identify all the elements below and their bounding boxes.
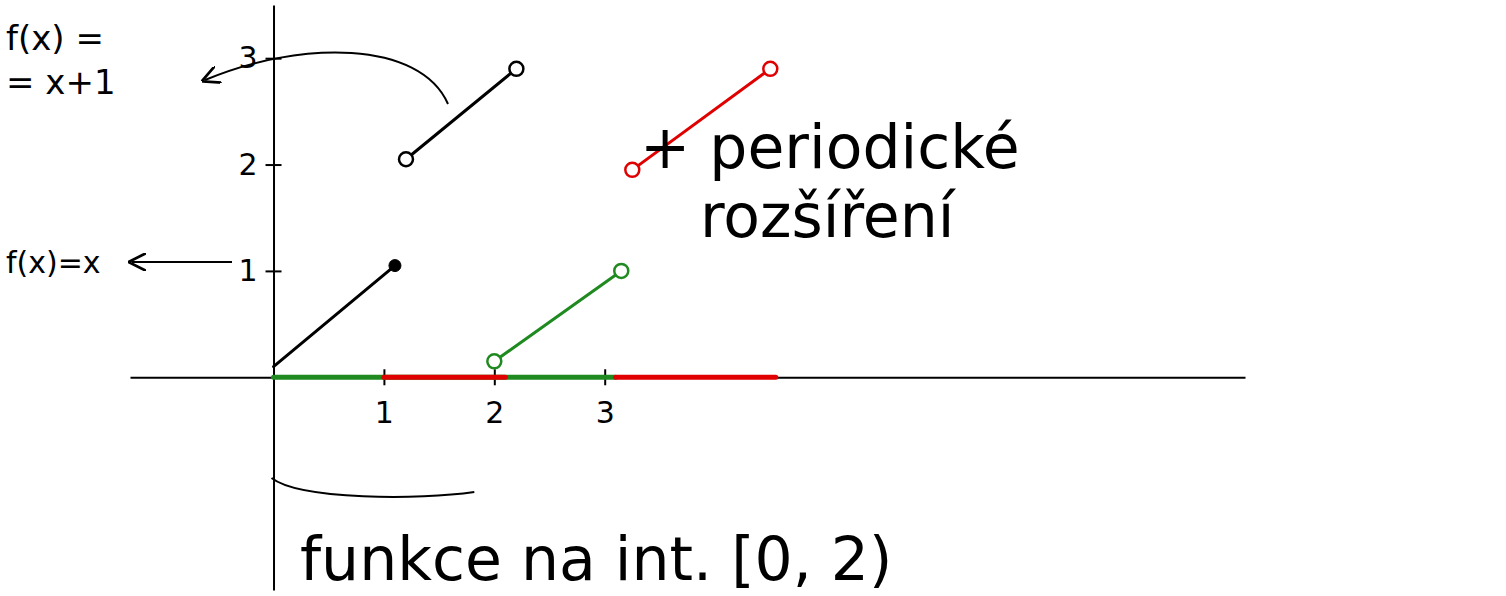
axis-highlight	[616, 375, 776, 380]
open-endpoint	[399, 152, 413, 166]
y-tick-mark	[266, 164, 282, 166]
closed-endpoint	[389, 260, 401, 272]
arrow	[205, 52, 448, 104]
axis-highlight	[384, 375, 505, 380]
annotation-line: rozšíření	[700, 181, 957, 251]
open-endpoint	[509, 62, 523, 76]
x-axis: 1 2 3	[131, 369, 1246, 429]
function-segment	[406, 69, 516, 159]
y-tick: 1	[238, 253, 281, 288]
y-tick-label: 3	[238, 40, 257, 75]
annotations: f(x) == x+1 f(x)=x + periodickérozšíření fu…	[6, 18, 1020, 594]
function-segment	[494, 271, 621, 361]
y-tick-label: 1	[238, 253, 257, 288]
open-endpoint	[625, 163, 639, 177]
open-endpoint	[763, 62, 777, 76]
x-axis-line	[131, 377, 1246, 379]
open-endpoint	[487, 354, 501, 368]
open-endpoint	[614, 264, 628, 278]
x-tick-label: 2	[485, 395, 504, 430]
x-tick-label: 1	[375, 395, 394, 430]
y-tick: 2	[238, 147, 281, 182]
annotation-line: + periodické	[640, 112, 1020, 182]
chart: 1 2 3 1 2 3 f(x) == x+1 f(x)=x + periodickérozší…	[0, 0, 1506, 596]
decorations	[132, 52, 474, 496]
annotation: f(x)=x	[6, 245, 101, 280]
axis-highlight	[274, 375, 616, 380]
annotation: f(x) =	[6, 18, 104, 58]
annotation: = x+1	[6, 62, 116, 102]
x-tick-label: 3	[596, 395, 615, 430]
function-segment	[274, 266, 395, 367]
y-axis-line	[273, 6, 275, 591]
y-tick-mark	[266, 270, 282, 272]
annotation: + periodickérozšíření	[640, 112, 1020, 251]
interval-bracket	[272, 478, 475, 497]
y-axis: 1 2 3	[238, 6, 281, 591]
y-tick-label: 2	[238, 147, 257, 182]
arrow	[132, 261, 232, 263]
annotation: funkce na int. [0, 2)	[300, 524, 892, 594]
